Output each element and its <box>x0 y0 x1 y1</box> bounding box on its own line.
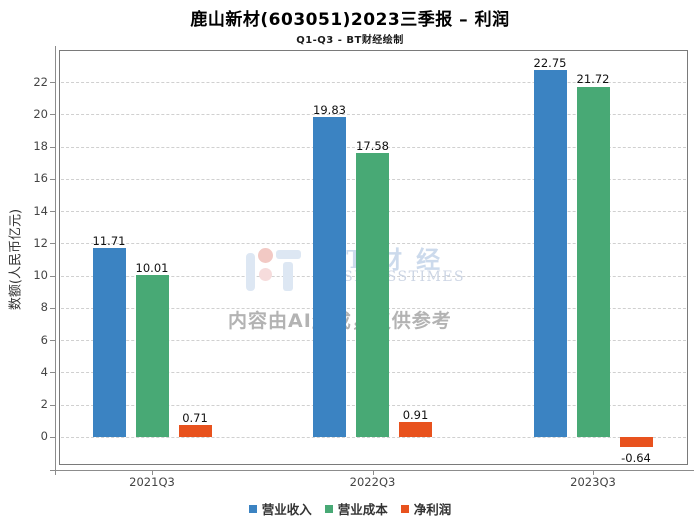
bar-value-label: 11.71 <box>92 233 126 248</box>
y-tick-mark <box>50 114 55 116</box>
y-tick-label: 20 <box>33 106 48 121</box>
legend-item-净利润: 净利润 <box>400 499 452 518</box>
y-tick-label: 2 <box>40 397 48 412</box>
y-tick-mark <box>50 243 55 245</box>
plot-area-frame <box>59 50 688 465</box>
bar-净利润-2023Q3 <box>619 436 653 448</box>
bar-value-label: 19.83 <box>313 102 346 117</box>
legend-label: 营业成本 <box>337 502 388 517</box>
bt-logo-icon <box>246 253 255 291</box>
y-tick-mark <box>50 404 55 406</box>
chart-subtitle: Q1-Q3 - BT财经绘制 <box>296 35 404 46</box>
y-tick-label: 6 <box>40 332 48 347</box>
bar-value-label: -0.64 <box>621 451 651 466</box>
bar-营业成本-2022Q3 <box>356 153 389 437</box>
gridline-y0 <box>61 436 686 438</box>
gridline-y22 <box>61 82 686 84</box>
bt-logo-t-bar <box>276 250 301 259</box>
bar-营业收入-2023Q3 <box>533 70 567 437</box>
bar-value-label: 10.01 <box>135 260 169 275</box>
x-tick-label-2022Q3: 2022Q3 <box>349 475 396 489</box>
y-axis-line <box>55 46 56 475</box>
bt-logo-dot-bottom <box>259 268 272 281</box>
bar-营业收入-2022Q3 <box>313 117 346 437</box>
bar-value-label: 17.58 <box>356 138 389 153</box>
y-tick-label: 4 <box>40 364 48 379</box>
bt-logo-t-stem <box>283 262 293 291</box>
bar-净利润-2022Q3 <box>399 422 432 437</box>
legend-label: 净利润 <box>413 502 452 517</box>
y-tick-mark <box>50 82 55 84</box>
watermark-brand-en: BUSINESSTIMES <box>318 269 466 285</box>
bar-营业收入-2021Q3 <box>92 248 126 437</box>
y-tick-label: 18 <box>33 139 48 154</box>
bt-logo-dot-top <box>258 248 273 263</box>
bar-value-label: 0.91 <box>402 407 429 422</box>
y-tick-mark <box>50 307 55 309</box>
legend-swatch <box>248 504 257 513</box>
x-tick-mark <box>152 470 153 475</box>
x-axis-line <box>50 470 694 471</box>
bar-营业成本-2023Q3 <box>576 86 610 437</box>
x-tick-mark <box>372 470 374 475</box>
legend-item-营业成本: 营业成本 <box>324 499 388 518</box>
bar-净利润-2021Q3 <box>178 425 212 437</box>
y-tick-mark <box>50 275 55 277</box>
x-tick-label-2021Q3: 2021Q3 <box>129 475 175 489</box>
legend-swatch <box>400 504 409 513</box>
y-tick-label: 0 <box>40 429 48 444</box>
legend: 营业收入 营业成本 净利润 <box>0 499 700 518</box>
legend-label: 营业收入 <box>261 502 312 517</box>
y-tick-mark <box>50 372 55 374</box>
gridline-y18 <box>61 146 686 148</box>
bar-value-label: 21.72 <box>576 72 610 87</box>
y-tick-label: 14 <box>33 203 48 218</box>
bar-营业成本-2021Q3 <box>135 275 169 437</box>
legend-swatch <box>324 504 333 513</box>
y-tick-mark <box>50 178 55 180</box>
gridline-y20 <box>61 114 686 116</box>
y-tick-label: 22 <box>33 74 48 89</box>
y-tick-label: 10 <box>33 268 48 283</box>
legend-item-营业收入: 营业收入 <box>248 499 312 518</box>
y-tick-label: 16 <box>33 171 48 186</box>
x-tick-label-2023Q3: 2023Q3 <box>570 475 616 489</box>
y-tick-label: 8 <box>40 300 48 315</box>
y-tick-mark <box>50 436 55 438</box>
y-tick-mark <box>50 211 55 213</box>
y-tick-mark <box>50 340 55 342</box>
bar-value-label: 0.71 <box>182 410 208 425</box>
bar-value-label: 22.75 <box>533 55 567 70</box>
x-tick-mark <box>593 470 594 475</box>
y-tick-mark <box>50 146 55 148</box>
y-tick-label: 12 <box>33 235 48 250</box>
chart-title: 鹿山新材(603051)2023三季报 – 利润 <box>190 10 510 30</box>
